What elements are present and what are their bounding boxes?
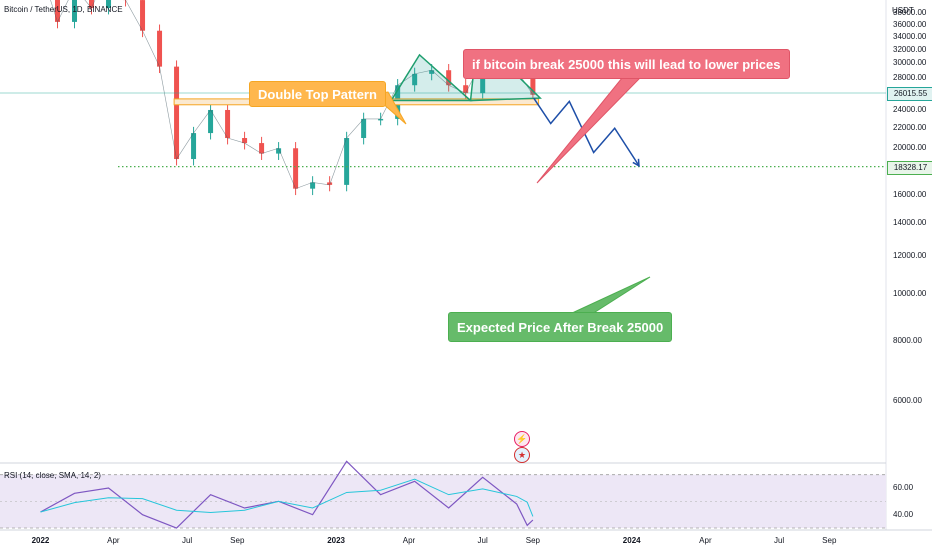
price-candle	[429, 70, 435, 74]
time-tick-label: Sep	[525, 536, 541, 545]
price-tick-label: 22000.00	[893, 123, 927, 133]
price-candle	[242, 138, 248, 144]
time-tick-label: Apr	[699, 536, 712, 545]
symbol-title: Bitcoin / TetherUS, 1D, BINANCE	[4, 5, 123, 14]
projection-path	[533, 97, 640, 167]
double-top-callout[interactable]: Double Top Pattern	[249, 81, 386, 107]
rsi-line	[40, 460, 534, 529]
price-candle	[106, 0, 112, 8]
price-tick-label: 36000.00	[893, 19, 927, 29]
price-candle	[259, 143, 265, 154]
price-candle	[55, 0, 61, 22]
time-tick-label: Apr	[402, 536, 416, 545]
projection-arrowhead	[632, 158, 640, 168]
time-tick-label: Jul	[773, 536, 785, 545]
expected-price-callout[interactable]: Expected Price After Break 25000	[448, 312, 673, 342]
price-candle	[293, 148, 299, 189]
price-tick-label: 30000.00	[893, 58, 927, 68]
price-tick-label: 16000.00	[893, 190, 927, 200]
time-tick-label: 2023	[327, 536, 345, 545]
expected-price-callout-pointer	[569, 276, 651, 315]
price-candle	[530, 70, 536, 95]
time-tick-label: 2024	[622, 536, 641, 545]
price-candle	[327, 182, 333, 185]
price-tick-label: 10000.00	[893, 288, 927, 298]
price-tick-label: 14000.00	[893, 218, 927, 228]
rsi-band	[0, 474, 886, 528]
price-candle	[191, 133, 197, 160]
rsi-pane	[0, 460, 886, 529]
rsi-tick-label: 40.00	[893, 509, 914, 519]
time-tick-label: Jul	[477, 536, 488, 545]
price-candle	[446, 70, 452, 86]
price-candle	[310, 182, 316, 189]
price-candle	[157, 30, 163, 67]
price-candle	[463, 85, 469, 94]
rsi-title: RSI (14, close, SMA, 14, 2)	[4, 471, 101, 480]
time-tick-label: Sep	[230, 536, 245, 545]
price-grid	[0, 0, 932, 531]
time-tick-label: 2022	[31, 536, 50, 545]
price-candle	[344, 138, 350, 185]
dividend-event-icon[interactable]: ⚡	[514, 431, 530, 447]
currency-unit: USDT	[892, 6, 914, 15]
price-tick-label: 28000.00	[893, 72, 927, 82]
price-tick-label: 38000.00	[893, 8, 927, 18]
price-tick-label: 20000.00	[893, 143, 927, 153]
time-tick-label: Jul	[181, 536, 193, 545]
price-candle	[361, 118, 367, 139]
price-candle	[72, 0, 78, 22]
price-candle	[378, 118, 384, 121]
target-price-badge: 18328.17	[887, 160, 932, 175]
price-tick-label: 34000.00	[893, 31, 927, 41]
price-candle	[140, 0, 146, 31]
rsi-sma-line	[40, 478, 534, 517]
us-flag-event-icon[interactable]: ★	[514, 447, 530, 463]
break-warning-callout-pointer	[536, 77, 642, 184]
price-tick-label: 8000.00	[893, 335, 922, 345]
price-candle	[276, 148, 282, 154]
price-tick-label: 6000.00	[893, 396, 922, 406]
price-tick-label: 12000.00	[893, 250, 927, 260]
drawings-layer	[0, 49, 886, 315]
price-candle	[174, 66, 180, 160]
break-warning-callout[interactable]: if bitcoin break 25000 this will lead to…	[463, 49, 790, 79]
price-tick-label: 32000.00	[893, 44, 927, 54]
price-candle	[89, 0, 95, 9]
price-candle	[225, 109, 231, 139]
price-line	[50, 0, 534, 190]
price-tick-label: 24000.00	[893, 104, 927, 114]
rsi-tick-label: 60.00	[893, 483, 914, 492]
double-top-left-peak	[389, 53, 473, 102]
price-candle	[412, 73, 418, 86]
price-candle	[208, 109, 214, 134]
current-price-badge: 26015.55	[887, 87, 932, 102]
time-tick-label: Sep	[822, 536, 837, 545]
time-tick-label: Apr	[107, 536, 120, 545]
